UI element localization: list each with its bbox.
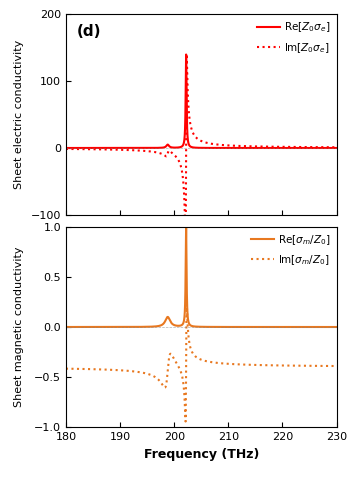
Im[$Z_0\sigma_e$] — [80, 146, 84, 152]
Im[$Z_0\sigma_e$] — [117, 147, 121, 153]
Re[$\sigma_m/Z_0$] — [65, 324, 69, 330]
Re[$Z_0\sigma_e$] — [64, 145, 68, 151]
Im[$\sigma_m/Z_0$] — [335, 363, 339, 369]
X-axis label: Frequency (THz): Frequency (THz) — [144, 448, 259, 461]
Re[$\sigma_m/Z_0$] — [80, 324, 84, 330]
Im[$\sigma_m/Z_0$] — [75, 366, 79, 372]
Im[$\sigma_m/Z_0$] — [64, 366, 68, 372]
Im[$\sigma_m/Z_0$] — [185, 299, 189, 304]
Im[$Z_0\sigma_e$] — [320, 144, 324, 150]
Re[$\sigma_m/Z_0$] — [335, 324, 339, 330]
Re[$\sigma_m/Z_0$] — [117, 324, 121, 330]
Re[$Z_0\sigma_e$] — [335, 145, 339, 151]
Re[$\sigma_m/Z_0$] — [184, 224, 188, 229]
Im[$\sigma_m/Z_0$] — [65, 366, 69, 372]
Im[$Z_0\sigma_e$] — [75, 146, 79, 152]
Line: Im[$\sigma_m/Z_0$]: Im[$\sigma_m/Z_0$] — [66, 301, 337, 421]
Legend: Re[$Z_0\sigma_e$], Im[$Z_0\sigma_e$]: Re[$Z_0\sigma_e$], Im[$Z_0\sigma_e$] — [253, 16, 335, 59]
Re[$\sigma_m/Z_0$] — [196, 324, 200, 330]
Im[$\sigma_m/Z_0$] — [117, 367, 121, 373]
Line: Re[$Z_0\sigma_e$]: Re[$Z_0\sigma_e$] — [66, 55, 337, 148]
Im[$Z_0\sigma_e$] — [185, 51, 189, 57]
Text: (d): (d) — [77, 24, 101, 39]
Re[$\sigma_m/Z_0$] — [64, 324, 68, 330]
Im[$\sigma_m/Z_0$] — [80, 366, 84, 372]
Re[$Z_0\sigma_e$] — [75, 145, 79, 151]
Im[$\sigma_m/Z_0$] — [196, 356, 200, 361]
Im[$Z_0\sigma_e$] — [64, 146, 68, 152]
Im[$\sigma_m/Z_0$] — [184, 419, 188, 424]
Re[$Z_0\sigma_e$] — [320, 145, 324, 151]
Im[$\sigma_m/Z_0$] — [320, 363, 324, 369]
Re[$Z_0\sigma_e$] — [80, 145, 84, 151]
Re[$Z_0\sigma_e$] — [117, 145, 121, 151]
Re[$\sigma_m/Z_0$] — [320, 324, 324, 330]
Re[$\sigma_m/Z_0$] — [75, 324, 79, 330]
Y-axis label: Sheet electric conductivity: Sheet electric conductivity — [14, 40, 24, 189]
Re[$Z_0\sigma_e$] — [65, 145, 69, 151]
Legend: Re[$\sigma_m/Z_0$], Im[$\sigma_m/Z_0$]: Re[$\sigma_m/Z_0$], Im[$\sigma_m/Z_0$] — [247, 229, 335, 271]
Line: Im[$Z_0\sigma_e$]: Im[$Z_0\sigma_e$] — [66, 54, 337, 241]
Im[$Z_0\sigma_e$] — [335, 144, 339, 150]
Im[$Z_0\sigma_e$] — [184, 238, 188, 244]
Re[$Z_0\sigma_e$] — [184, 52, 188, 58]
Re[$Z_0\sigma_e$] — [196, 145, 200, 151]
Im[$Z_0\sigma_e$] — [65, 146, 69, 152]
Im[$Z_0\sigma_e$] — [196, 136, 200, 142]
Y-axis label: Sheet magnetic conductivity: Sheet magnetic conductivity — [14, 247, 24, 407]
Line: Re[$\sigma_m/Z_0$]: Re[$\sigma_m/Z_0$] — [66, 227, 337, 327]
